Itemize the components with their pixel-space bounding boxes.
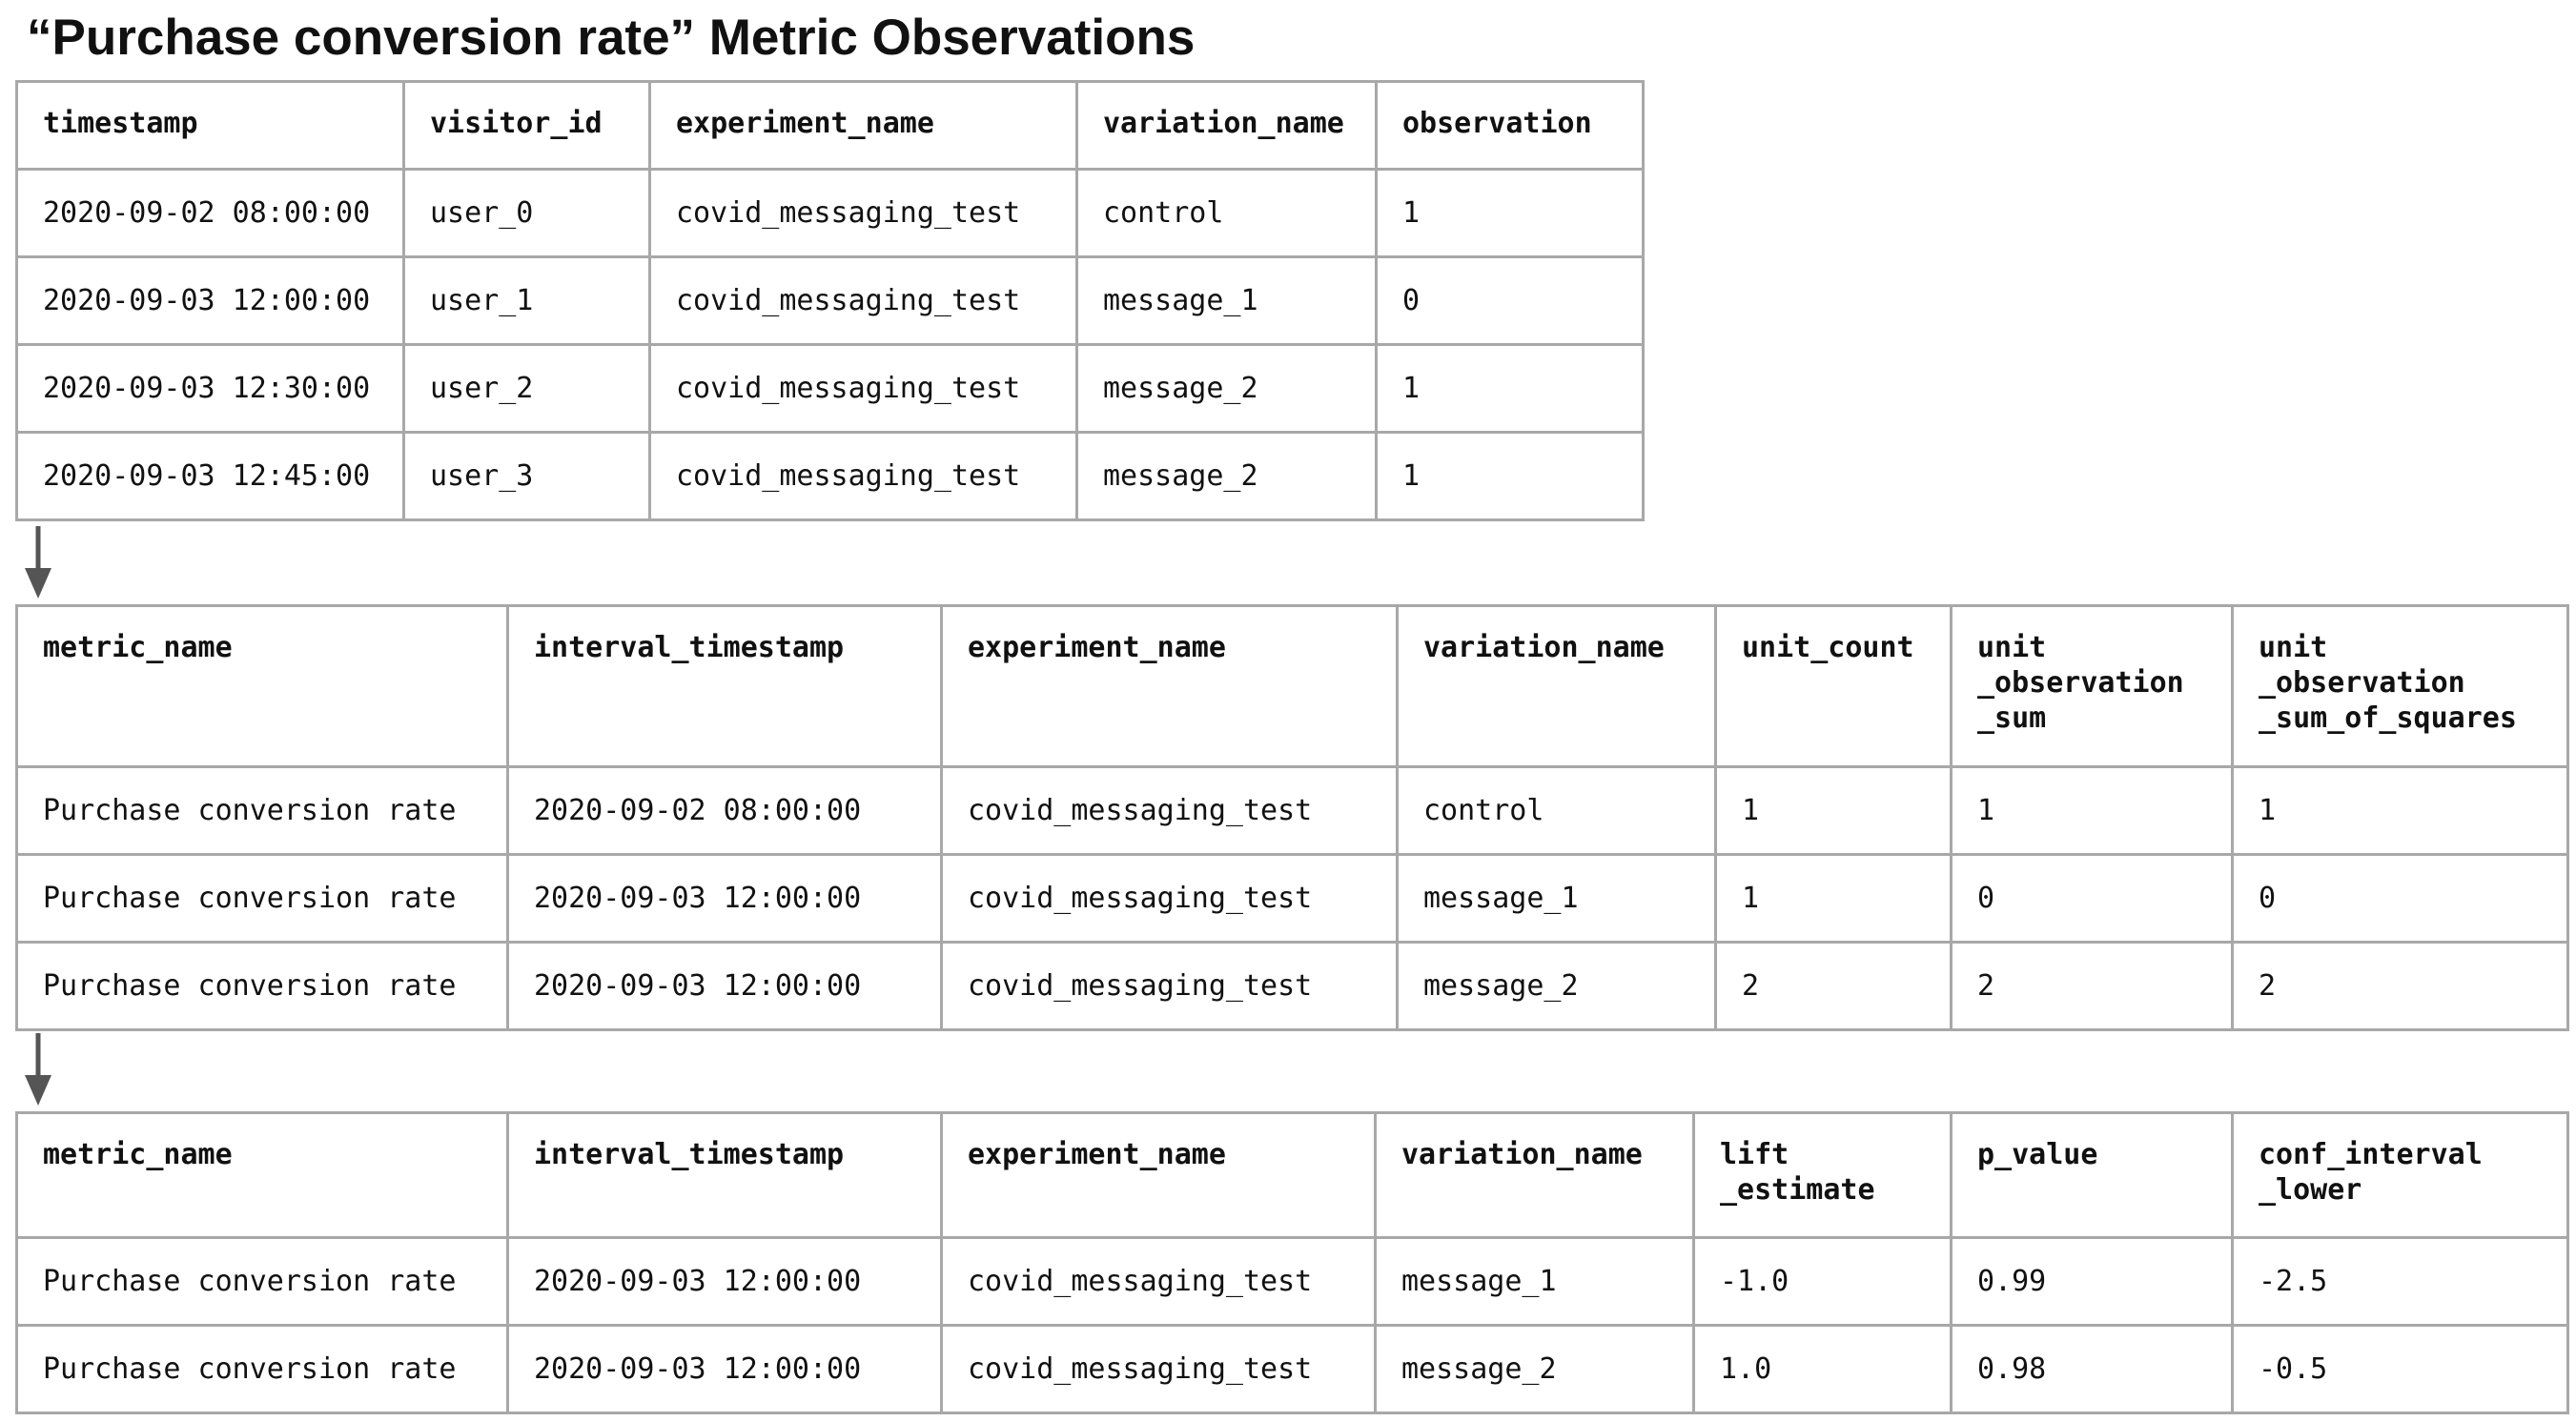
table-cell: -1.0: [1692, 1236, 1952, 1327]
column-header: variation_name: [1075, 80, 1378, 171]
table-cell: 2020-09-03 12:30:00: [15, 343, 405, 434]
table-cell: 1: [1714, 853, 1952, 944]
table-cell: Purchase conversion rate: [15, 853, 509, 944]
table-cell: 1: [1375, 343, 1645, 434]
table-cell: 2020-09-03 12:00:00: [506, 1236, 943, 1327]
column-header: unit_count: [1714, 604, 1952, 768]
table-cell: 2020-09-02 08:00:00: [506, 765, 943, 856]
table-cell: Purchase conversion rate: [15, 1324, 509, 1414]
column-header: p_value: [1950, 1111, 2234, 1239]
table-cell: message_2: [1075, 343, 1378, 434]
column-header: experiment_name: [648, 80, 1078, 171]
column-header: variation_name: [1396, 604, 1717, 768]
column-header: experiment_name: [940, 604, 1399, 768]
table-cell: covid_messaging_test: [940, 1236, 1377, 1327]
table-header-row: metric_name interval_timestamp experimen…: [15, 1111, 2569, 1239]
column-header: variation_name: [1374, 1111, 1695, 1239]
table-cell: 2: [2231, 941, 2569, 1031]
table-cell: message_2: [1374, 1324, 1695, 1414]
table-cell: message_1: [1075, 255, 1378, 346]
page-title: “Purchase conversion rate” Metric Observ…: [27, 10, 1196, 66]
column-header: interval_timestamp: [506, 1111, 943, 1239]
table-cell: Purchase conversion rate: [15, 1236, 509, 1327]
table-cell: covid_messaging_test: [940, 853, 1399, 944]
table-cell: covid_messaging_test: [648, 431, 1078, 521]
table-cell: 2020-09-03 12:00:00: [506, 853, 943, 944]
column-header: unit _observation _sum: [1950, 604, 2234, 768]
table-cell: -2.5: [2231, 1236, 2569, 1327]
table-row: 2020-09-03 12:00:00 user_1 covid_messagi…: [15, 255, 1645, 346]
table-cell: 0.98: [1950, 1324, 2234, 1414]
table-cell: user_3: [402, 431, 651, 521]
table-cell: user_1: [402, 255, 651, 346]
table-cell: covid_messaging_test: [648, 168, 1078, 258]
table-row: Purchase conversion rate 2020-09-02 08:0…: [15, 765, 2569, 856]
table-cell: 2020-09-03 12:00:00: [506, 941, 943, 1031]
table-cell: 1: [2231, 765, 2569, 856]
table-cell: message_1: [1374, 1236, 1695, 1327]
table-cell: 2020-09-02 08:00:00: [15, 168, 405, 258]
table-cell: message_2: [1075, 431, 1378, 521]
table-row: 2020-09-03 12:30:00 user_2 covid_messagi…: [15, 343, 1645, 434]
table-cell: 1: [1375, 168, 1645, 258]
table-cell: 0: [2231, 853, 2569, 944]
table-row: 2020-09-02 08:00:00 user_0 covid_messagi…: [15, 168, 1645, 258]
down-arrow-icon: [25, 526, 51, 599]
table-row: 2020-09-03 12:45:00 user_3 covid_messagi…: [15, 431, 1645, 521]
table-cell: 2: [1714, 941, 1952, 1031]
table-cell: Purchase conversion rate: [15, 941, 509, 1031]
table-cell: control: [1075, 168, 1378, 258]
column-header: visitor_id: [402, 80, 651, 171]
table-cell: 2020-09-03 12:45:00: [15, 431, 405, 521]
column-header: experiment_name: [940, 1111, 1377, 1239]
table-row: Purchase conversion rate 2020-09-03 12:0…: [15, 853, 2569, 944]
observations-table: timestamp visitor_id experiment_name var…: [15, 80, 1645, 521]
table-cell: covid_messaging_test: [940, 765, 1399, 856]
table-header-row: metric_name interval_timestamp experimen…: [15, 604, 2569, 768]
table-cell: Purchase conversion rate: [15, 765, 509, 856]
table-cell: message_2: [1396, 941, 1717, 1031]
table-cell: message_1: [1396, 853, 1717, 944]
table-cell: control: [1396, 765, 1717, 856]
column-header: unit _observation _sum_of_squares: [2231, 604, 2569, 768]
column-header: lift _estimate: [1692, 1111, 1952, 1239]
table-cell: 1: [1950, 765, 2234, 856]
table-cell: -0.5: [2231, 1324, 2569, 1414]
results-table: metric_name interval_timestamp experimen…: [15, 1111, 2569, 1414]
column-header: metric_name: [15, 604, 509, 768]
table-header-row: timestamp visitor_id experiment_name var…: [15, 80, 1645, 171]
column-header: timestamp: [15, 80, 405, 171]
column-header: conf_interval _lower: [2231, 1111, 2569, 1239]
table-cell: covid_messaging_test: [648, 343, 1078, 434]
table-cell: covid_messaging_test: [648, 255, 1078, 346]
table-row: Purchase conversion rate 2020-09-03 12:0…: [15, 1236, 2569, 1327]
table-cell: user_2: [402, 343, 651, 434]
column-header: metric_name: [15, 1111, 509, 1239]
column-header: observation: [1375, 80, 1645, 171]
table-cell: 2: [1950, 941, 2234, 1031]
table-cell: 1: [1714, 765, 1952, 856]
table-row: Purchase conversion rate 2020-09-03 12:0…: [15, 1324, 2569, 1414]
table-cell: covid_messaging_test: [940, 1324, 1377, 1414]
table-cell: 0.99: [1950, 1236, 2234, 1327]
table-cell: 0: [1950, 853, 2234, 944]
table-cell: 1: [1375, 431, 1645, 521]
table-cell: 2020-09-03 12:00:00: [506, 1324, 943, 1414]
down-arrow-icon: [25, 1033, 51, 1106]
column-header: interval_timestamp: [506, 604, 943, 768]
table-cell: covid_messaging_test: [940, 941, 1399, 1031]
table-cell: 1.0: [1692, 1324, 1952, 1414]
table-row: Purchase conversion rate 2020-09-03 12:0…: [15, 941, 2569, 1031]
table-cell: 2020-09-03 12:00:00: [15, 255, 405, 346]
table-cell: user_0: [402, 168, 651, 258]
aggregates-table: metric_name interval_timestamp experimen…: [15, 604, 2569, 1031]
table-cell: 0: [1375, 255, 1645, 346]
